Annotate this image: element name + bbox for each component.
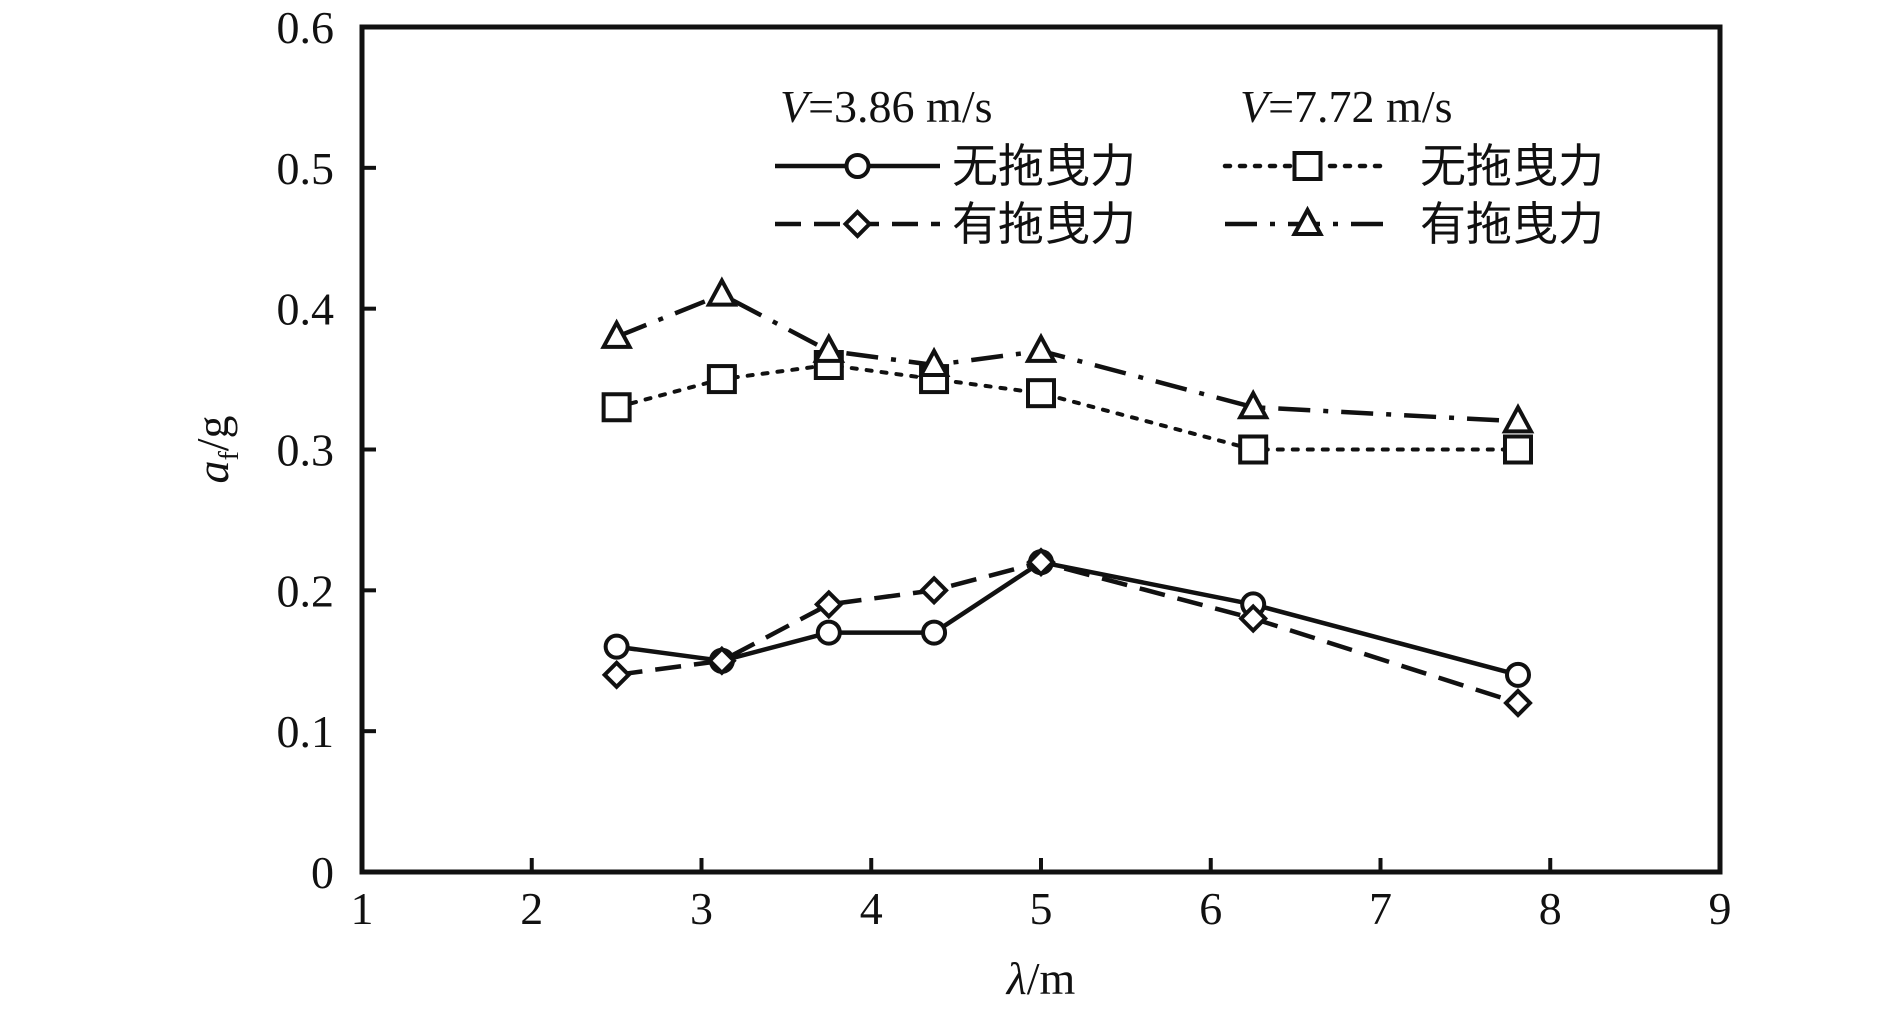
data-point-diamond [1503,688,1533,718]
data-point-circle [1504,661,1531,688]
data-point-triangle [705,276,739,307]
y-tick-label: 0.4 [277,284,335,335]
data-point-diamond [813,589,844,620]
legend-label: 无拖曳力 [1420,141,1604,192]
series-line [614,363,1520,452]
y-tick-label: 0.5 [277,143,335,194]
data-point-diamond [919,575,949,606]
x-tick-label: 2 [520,883,543,934]
series-line [615,292,1519,424]
data-point-square [601,392,632,423]
legend-item-diamond: 有拖曳力 [775,199,1136,250]
legend-marker-triangle [1291,205,1324,236]
y-tick-label: 0.2 [277,565,335,616]
data-point-triangle [1024,332,1058,363]
series-3-triangle [600,276,1535,434]
legend-marker-circle [844,153,871,179]
y-tick-label: 0.1 [277,706,335,757]
data-point-triangle [600,318,633,349]
data-point-square [1238,434,1269,465]
data-point-triangle [1501,403,1535,434]
y-tick-label: 0.3 [277,425,335,476]
data-point-square [1502,434,1533,465]
data-point-diamond [601,660,632,690]
plot-series [600,276,1535,718]
series-2-square [601,350,1533,465]
legend-item-circle: 无拖曳力 [775,141,1136,192]
legend-group-title: V=3.86 m/s [780,81,993,132]
legend-label: 无拖曳力 [952,141,1136,192]
legend-item-triangle: 有拖曳力 [1225,199,1604,250]
data-point-diamond [707,645,737,676]
x-tick-label: 7 [1369,883,1392,934]
x-tick-label: 3 [690,883,713,934]
x-tick-label: 9 [1709,883,1732,934]
data-point-square [1026,378,1056,409]
x-axis-label: λ/m [1005,953,1076,1004]
x-tick-label: 4 [860,883,883,934]
series-1-diamond [601,547,1533,718]
y-axis-label: af/g [187,415,245,483]
x-tick-label: 1 [351,883,374,934]
data-point-diamond [1238,603,1269,634]
legend-label: 有拖曳力 [952,199,1136,250]
data-point-circle [921,619,948,646]
data-point-triangle [1236,389,1270,420]
data-point-circle [603,633,630,660]
legend-item-square: 无拖曳力 [1222,141,1604,192]
axes: 1 2 3 4 5 6 7 8 9 0 0.1 0.2 0.3 0.4 0.5 0.6 λ/m af/g [187,2,1732,1004]
series-line [616,559,1519,706]
data-point-triangle [812,332,846,363]
legend-marker-square [1292,151,1323,181]
y-tick-label: 0 [311,847,334,898]
data-point-circle [815,619,842,646]
data-point-square [706,364,737,395]
data-point-diamond [1026,547,1056,577]
legend-group-title: V=7.72 m/s [1240,81,1453,132]
legend-label: 有拖曳力 [1420,199,1604,250]
x-tick-label: 8 [1539,883,1562,934]
x-tick-label: 5 [1030,883,1053,934]
data-point-triangle [917,346,951,377]
legend-marker-diamond [842,209,873,239]
y-tick-label: 0.6 [277,2,335,53]
x-tick-label: 6 [1199,883,1222,934]
